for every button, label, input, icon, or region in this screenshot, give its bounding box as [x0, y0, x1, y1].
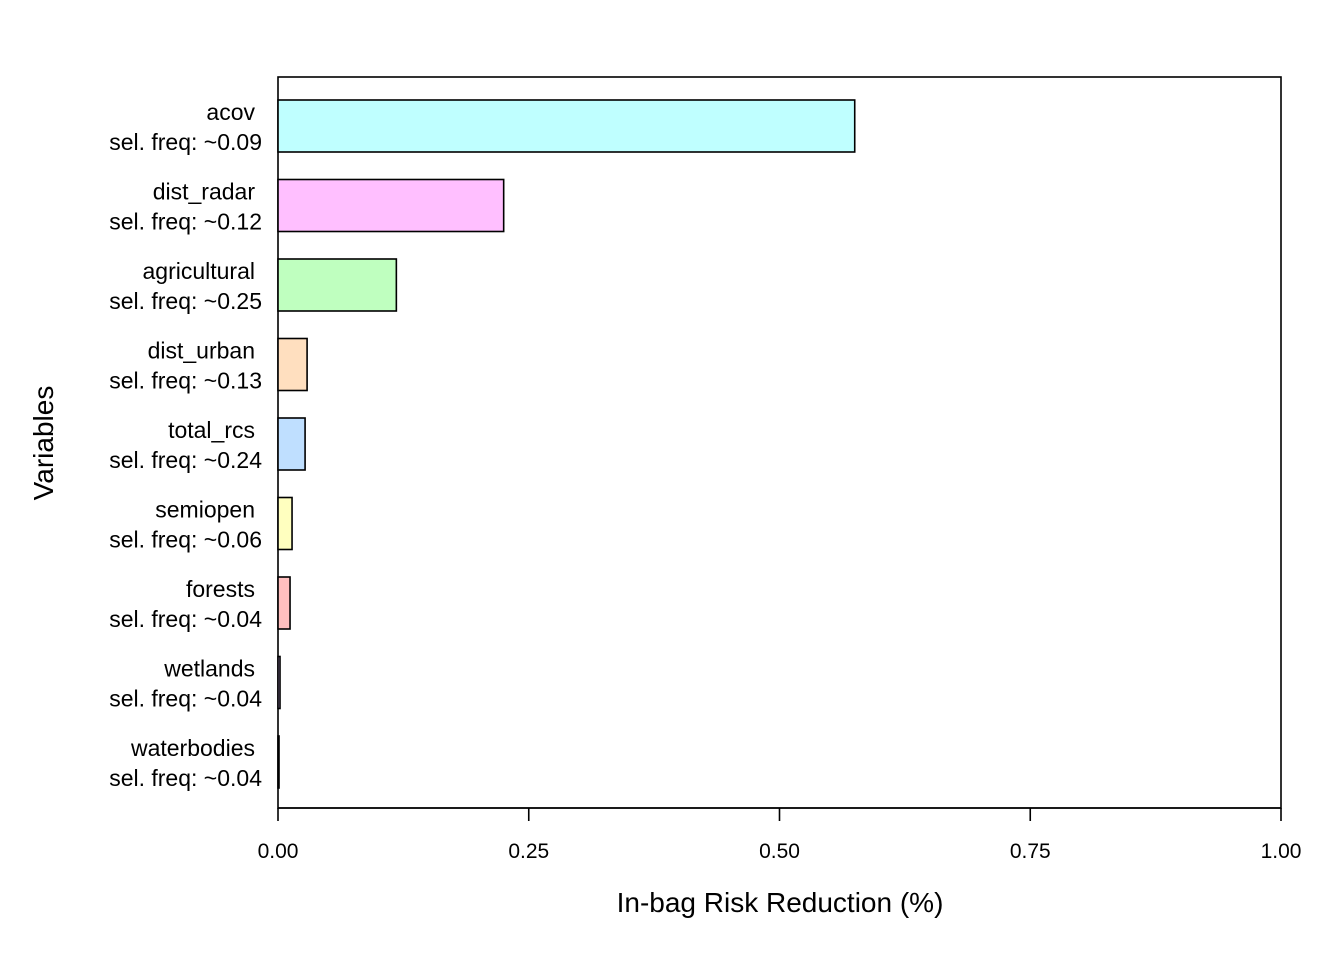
selection-frequency-label: sel. freq: ~0.04	[109, 606, 262, 632]
selection-frequency-label: sel. freq: ~0.24	[109, 447, 262, 473]
selection-frequency-label: sel. freq: ~0.12	[109, 209, 262, 235]
bar-forests	[277, 576, 291, 630]
x-tick-label: 0.75	[1010, 840, 1051, 863]
x-axis-title: In-bag Risk Reduction (%)	[617, 887, 944, 918]
x-tick-label: 1.00	[1261, 840, 1302, 863]
selection-frequency-label: sel. freq: ~0.04	[109, 765, 262, 791]
bars-group	[277, 99, 856, 789]
y-axis-title: Variables	[28, 386, 59, 501]
bar-dist-urban	[277, 337, 308, 392]
category-label: dist_urban	[148, 338, 255, 364]
selection-frequency-label: sel. freq: ~0.09	[109, 129, 262, 155]
bar-acov	[277, 99, 856, 153]
x-tick-label: 0.25	[508, 840, 549, 863]
category-labels: acov sel. freq: ~0.09 dist_radar sel. freq:…	[109, 99, 262, 791]
selection-frequency-label: sel. freq: ~0.04	[109, 686, 262, 712]
selection-frequency-label: sel. freq: ~0.13	[109, 368, 262, 394]
bar-agricultural	[277, 258, 398, 312]
selection-frequency-label: sel. freq: ~0.06	[109, 527, 262, 553]
category-label: agricultural	[143, 258, 256, 284]
category-label: semiopen	[155, 497, 255, 523]
category-label: total_rcs	[168, 417, 255, 443]
bar-dist-radar	[277, 178, 505, 233]
category-label: wetlands	[163, 656, 255, 682]
category-label: dist_radar	[153, 179, 256, 205]
bar-wetlands	[277, 655, 281, 710]
category-label: forests	[186, 576, 255, 602]
category-label: acov	[206, 99, 255, 125]
bar-waterbodies	[277, 735, 280, 789]
x-tick-label: 0.00	[258, 840, 299, 863]
category-label: waterbodies	[130, 735, 255, 761]
x-axis: 0.00 0.25 0.50 0.75 1.00	[258, 807, 1302, 863]
bar-total-rcs	[277, 417, 306, 471]
bar-semiopen	[277, 496, 293, 551]
selection-frequency-label: sel. freq: ~0.25	[109, 288, 262, 314]
x-tick-label: 0.50	[759, 840, 800, 863]
